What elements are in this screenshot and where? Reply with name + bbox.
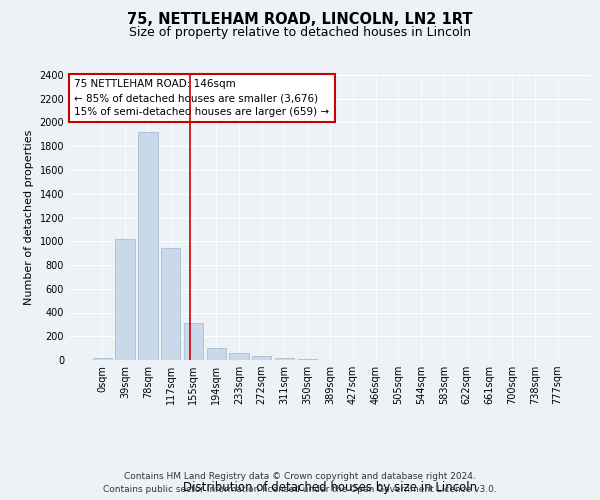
Y-axis label: Number of detached properties: Number of detached properties [24,130,34,305]
Text: 75 NETTLEHAM ROAD: 146sqm
← 85% of detached houses are smaller (3,676)
15% of se: 75 NETTLEHAM ROAD: 146sqm ← 85% of detac… [74,80,329,118]
Bar [115,239,135,360]
Text: Contains HM Land Registry data © Crown copyright and database right 2024.: Contains HM Land Registry data © Crown c… [124,472,476,481]
Bar [138,132,158,360]
Text: Contains public sector information licensed under the Open Government Licence v3: Contains public sector information licen… [103,485,497,494]
Bar [184,323,203,360]
Bar [229,354,248,360]
Bar [206,348,226,360]
Bar [93,358,112,360]
Bar [161,248,181,360]
Text: 75, NETTLEHAM ROAD, LINCOLN, LN2 1RT: 75, NETTLEHAM ROAD, LINCOLN, LN2 1RT [127,12,473,28]
X-axis label: Distribution of detached houses by size in Lincoln: Distribution of detached houses by size … [183,481,477,494]
Bar [275,358,294,360]
Bar [252,356,271,360]
Text: Size of property relative to detached houses in Lincoln: Size of property relative to detached ho… [129,26,471,39]
